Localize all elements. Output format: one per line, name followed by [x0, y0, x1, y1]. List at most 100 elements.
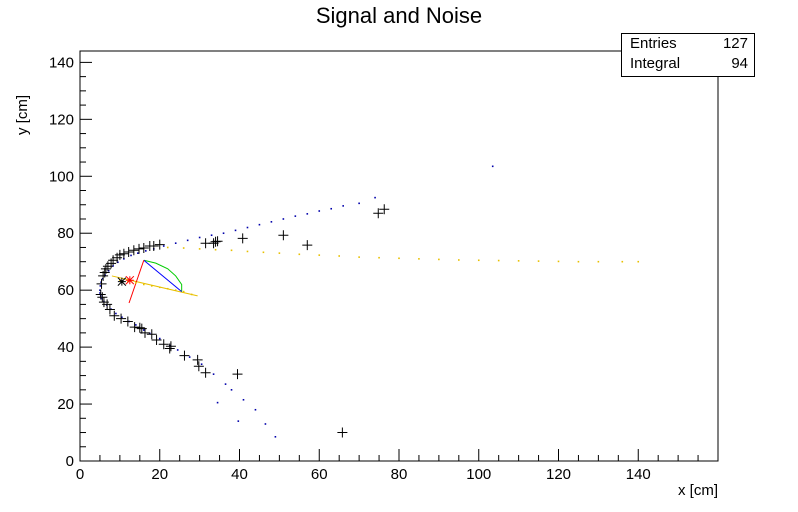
plus-marker [108, 255, 119, 266]
hit-point [294, 215, 297, 217]
hit-point [230, 389, 233, 391]
plus-marker [138, 243, 149, 254]
hit-point [186, 239, 189, 242]
y-tick-label: 60 [57, 282, 74, 299]
hit-points [99, 165, 640, 438]
plus-marker [232, 369, 243, 380]
x-tick-label: 0 [76, 466, 84, 483]
plus-marker [109, 310, 120, 321]
yellow-hit-point [214, 248, 217, 251]
hit-point [222, 232, 225, 235]
yellow-hit-point [477, 259, 480, 262]
yellow-hit-point [166, 246, 169, 249]
plus-marker [123, 247, 134, 258]
yellow-hit-point [637, 260, 640, 263]
hit-point [148, 332, 151, 335]
hit-point [282, 218, 285, 220]
hit-point [330, 207, 333, 210]
x-tick-label: 140 [626, 466, 651, 483]
x-tick-label: 120 [546, 466, 571, 483]
x-tick-label: 60 [311, 466, 328, 483]
hit-point [237, 420, 240, 422]
plus-marker [237, 233, 248, 244]
yellow-hit-point [262, 251, 265, 254]
hit-point [242, 398, 245, 401]
y-axis-label: y [cm] [14, 95, 31, 135]
integral-label: Integral [630, 55, 681, 72]
hit-point [188, 356, 191, 358]
yellow-hit-point [278, 252, 281, 254]
plus-marker [164, 343, 175, 354]
entries-value: 127 [722, 35, 748, 52]
yellow-hit-point [621, 260, 624, 263]
y-tick-label: 0 [66, 453, 74, 470]
plus-marker [373, 208, 384, 219]
hit-point [162, 245, 165, 247]
hit-point [224, 383, 227, 385]
plus-marker [116, 313, 127, 324]
hit-point [491, 165, 494, 168]
star-marker [117, 277, 127, 286]
yellow-hit-point [497, 259, 500, 262]
yellow-hit-point [557, 260, 560, 263]
hit-point [144, 250, 147, 252]
axes: 0 20 40 60 80 100 120 140 0 20 40 60 80 100 120 140 [49, 54, 719, 483]
x-tick-label: 80 [391, 466, 408, 483]
chart-title: Signal and Noise [315, 3, 483, 28]
yellow-track-line [111, 275, 198, 297]
yellow-hit-point [378, 256, 380, 259]
yellow-hit-point [318, 254, 321, 256]
hit-point [143, 329, 145, 331]
hit-point [130, 254, 132, 257]
plus-marker [148, 241, 159, 252]
blue-chord-line [143, 259, 182, 292]
reco-overlay [111, 259, 198, 304]
hit-point [270, 221, 273, 223]
yellow-hit-point [166, 287, 169, 290]
yellow-hit-point [143, 283, 145, 286]
hit-point [342, 205, 344, 207]
plus-marker [129, 322, 140, 333]
plus-marker [97, 292, 108, 303]
red-direction-line [128, 260, 145, 304]
hit-point [123, 258, 125, 260]
plus-marker [193, 361, 204, 372]
hit-point [176, 349, 179, 351]
x-tick-label: 40 [231, 466, 248, 483]
yellow-hit-point [198, 248, 201, 250]
yellow-hit-point [190, 293, 193, 296]
plus-marker [337, 427, 348, 438]
plus-marker [114, 249, 125, 260]
yellow-hit-point [246, 250, 249, 253]
hit-point [254, 408, 257, 411]
plus-marker [96, 278, 107, 289]
x-tick-label: 100 [466, 466, 491, 483]
hit-point [212, 373, 215, 375]
hit-point [135, 324, 137, 326]
hit-point [264, 423, 267, 425]
hit-point [358, 202, 360, 205]
y-tick-label: 120 [49, 111, 74, 128]
yellow-hit-point [398, 257, 400, 260]
yellow-hit-point [458, 259, 460, 261]
plus-marker [192, 354, 203, 365]
hit-point [99, 289, 101, 291]
plus-marker [179, 350, 190, 361]
yellow-hit-point [438, 258, 440, 261]
plot-frame [79, 50, 719, 462]
yellow-hit-point [597, 260, 600, 263]
y-tick-label: 140 [49, 54, 74, 71]
hit-point [200, 363, 203, 365]
plus-marker [158, 339, 169, 350]
hit-point [115, 312, 117, 315]
entries-label: Entries [630, 35, 677, 52]
yellow-hit-point [537, 260, 540, 262]
hit-point [99, 285, 102, 287]
plus-marker [146, 329, 157, 340]
x-axis-label: x [cm] [678, 482, 718, 499]
hit-point [216, 401, 219, 404]
yellow-hit-point [517, 260, 520, 262]
yellow-hit-point [338, 255, 340, 257]
stats-row-integral: Integral 94 [622, 54, 754, 74]
plus-marker [118, 248, 129, 259]
